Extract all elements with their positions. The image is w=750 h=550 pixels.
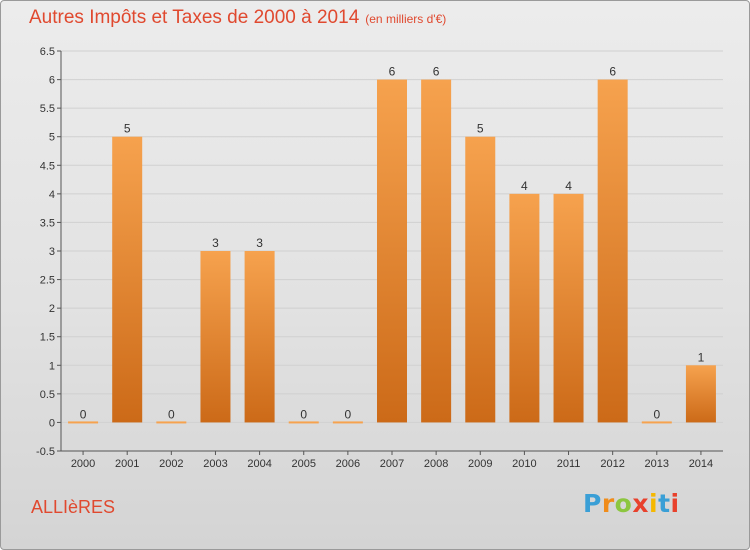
logo-letter: P xyxy=(583,489,602,518)
data-label-2000: 0 xyxy=(80,407,87,421)
x-tick-label-2000: 2000 xyxy=(71,458,95,470)
data-label-2004: 3 xyxy=(256,236,263,250)
y-tick-label: 1 xyxy=(49,360,55,372)
data-label-2009: 5 xyxy=(477,122,484,136)
y-tick-label: 6.5 xyxy=(40,46,55,58)
x-tick-label-2004: 2004 xyxy=(247,458,271,470)
y-tick-label: 2 xyxy=(49,303,55,315)
y-tick-label: 5.5 xyxy=(40,103,55,115)
y-tick-label: 1.5 xyxy=(40,332,55,344)
data-label-2001: 5 xyxy=(124,122,131,136)
logo-letter: i xyxy=(649,489,659,518)
bar-2000 xyxy=(68,421,99,424)
axes xyxy=(57,50,723,455)
data-label-2006: 0 xyxy=(345,407,352,421)
x-tick-label-2002: 2002 xyxy=(159,458,183,470)
logo-letter: r xyxy=(601,489,615,518)
bar-2007 xyxy=(377,79,407,423)
x-tick-label-2006: 2006 xyxy=(336,458,360,470)
chart-subtitle: (en milliers d'€) xyxy=(365,12,447,26)
x-tick-label-2009: 2009 xyxy=(468,458,492,470)
x-tick-label-2001: 2001 xyxy=(115,458,139,470)
data-label-2008: 6 xyxy=(433,65,440,79)
bar-2006 xyxy=(332,421,363,424)
bar-2001 xyxy=(112,136,143,423)
y-tick-label: 4.5 xyxy=(40,160,55,172)
y-tick-label: 2.5 xyxy=(40,275,55,287)
bar-2010 xyxy=(509,193,540,423)
x-tick-label-2008: 2008 xyxy=(424,458,448,470)
data-label-2005: 0 xyxy=(300,407,307,421)
y-tick-label: 0.5 xyxy=(40,389,55,401)
bar-2012 xyxy=(597,79,628,423)
x-tick-label-2007: 2007 xyxy=(380,458,404,470)
data-label-2013: 0 xyxy=(653,407,660,421)
y-tick-label: 0 xyxy=(49,417,55,429)
bar-2013 xyxy=(641,421,672,424)
y-tick-label: 5 xyxy=(49,132,55,144)
data-label-2003: 3 xyxy=(212,236,219,250)
data-label-2014: 1 xyxy=(698,350,705,364)
logo-letter: t xyxy=(658,489,671,518)
bar-2014 xyxy=(685,365,716,423)
y-tick-label: 3.5 xyxy=(40,217,55,229)
bar-2002 xyxy=(156,421,187,424)
proxiti-logo: Proxiti xyxy=(583,489,680,518)
logo-letter: x xyxy=(632,489,649,518)
bar-2008 xyxy=(421,79,452,423)
location-name: ALLIèRES xyxy=(31,497,116,517)
bar-2004 xyxy=(244,251,275,423)
x-tick-label-2010: 2010 xyxy=(512,458,536,470)
y-tick-label: 6 xyxy=(49,75,55,87)
x-tick-label-2011: 2011 xyxy=(557,458,581,470)
data-label-2002: 0 xyxy=(168,407,175,421)
title-text: Autres Impôts et Taxes de 2000 à 2014 xyxy=(29,7,360,28)
bar-2011 xyxy=(553,193,584,423)
x-tick-label-2012: 2012 xyxy=(600,458,624,470)
chart-title: Autres Impôts et Taxes de 2000 à 2014 (en… xyxy=(29,7,446,29)
data-labels: 0 5 0 3 3 0 0 6 6 5 4 4 6 0 1 xyxy=(80,65,705,422)
x-tick-label-2014: 2014 xyxy=(689,458,713,470)
bar-2009 xyxy=(465,136,496,423)
y-tick-label: -0.5 xyxy=(36,446,55,458)
data-label-2011: 4 xyxy=(565,179,572,193)
data-label-2007: 6 xyxy=(389,65,396,79)
data-label-2012: 6 xyxy=(609,65,616,79)
bar-2003 xyxy=(200,251,231,423)
bars xyxy=(68,79,716,424)
logo-letter: o xyxy=(614,489,633,518)
x-tick-label-2013: 2013 xyxy=(645,458,669,470)
data-label-2010: 4 xyxy=(521,179,528,193)
x-tick-label-2003: 2003 xyxy=(203,458,227,470)
logo-letter: i xyxy=(670,489,680,518)
bar-2005 xyxy=(288,421,319,424)
y-tick-label: 3 xyxy=(49,246,55,258)
x-tick-labels: 2000 2001 2002 2003 2004 2005 2006 2007 2008 2009… xyxy=(71,458,713,470)
x-tick-label-2005: 2005 xyxy=(291,458,315,470)
y-tick-label: 4 xyxy=(49,189,55,201)
y-tick-labels: 6.5 6 5.5 5 4.5 4 3.5 3 2.5 2 1.5 1 0.5 0 -0.5 xyxy=(36,46,55,458)
